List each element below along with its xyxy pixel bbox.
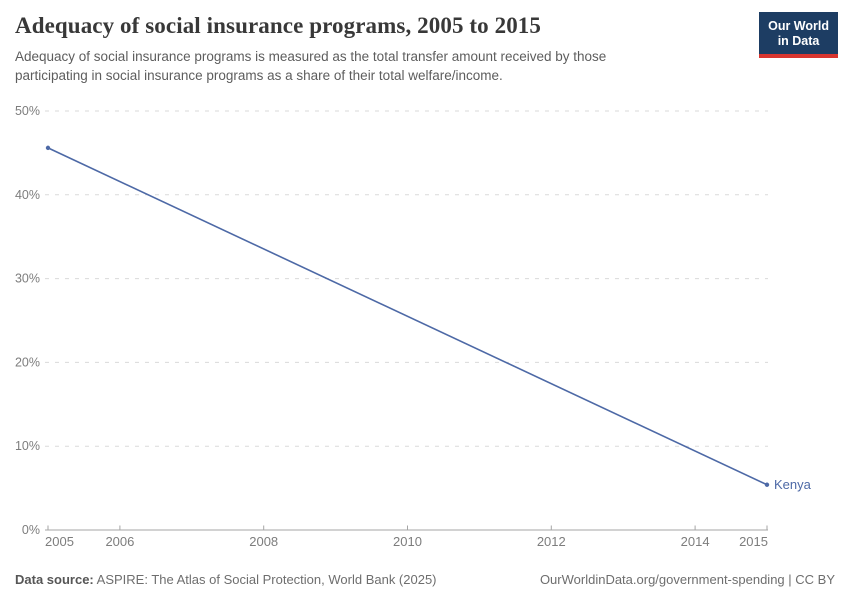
data-source: Data source: ASPIRE: The Atlas of Social… [15, 572, 437, 587]
kenya-point-2005[interactable] [45, 145, 51, 151]
chart-title: Adequacy of social insurance programs, 2… [15, 13, 542, 38]
owid-logo[interactable]: Our World in Data [759, 12, 838, 58]
owid-logo-line1: Our World [768, 19, 829, 33]
owid-logo-line2: in Data [777, 34, 820, 48]
kenya-line[interactable] [47, 147, 768, 486]
y-tick-label-10: 10% [15, 439, 40, 453]
data-source-text: ASPIRE: The Atlas of Social Protection, … [96, 572, 437, 587]
x-tick-label-2014: 2014 [681, 534, 710, 549]
y-tick-label-30: 30% [15, 272, 40, 286]
series-end-label-kenya[interactable]: Kenya [774, 477, 812, 492]
data-source-label: Data source: [15, 572, 94, 587]
x-tick-label-2005: 2005 [45, 534, 74, 549]
kenya-point-2015[interactable] [764, 482, 770, 487]
x-tick-label-2010: 2010 [393, 534, 422, 549]
chart-area[interactable]: 0% 10% 20% 30% 40% 50% 2005 2006 2008 2010 2012 201… [0, 90, 850, 560]
chart-footer: Data source: ASPIRE: The Atlas of Social… [15, 572, 835, 587]
y-tick-label-50: 50% [15, 104, 40, 118]
license-link[interactable]: OurWorldinData.org/government-spending |… [539, 572, 835, 587]
chart-subtitle: Adequacy of social insurance programs is… [15, 49, 607, 83]
y-tick-label-0: 0% [22, 523, 40, 537]
x-tick-label-2008: 2008 [249, 534, 278, 549]
y-tick-label-20: 20% [15, 355, 40, 369]
chart-header: Adequacy of social insurance programs, 2… [15, 12, 838, 58]
y-tick-label-40: 40% [15, 188, 40, 202]
line-chart[interactable]: 0% 10% 20% 30% 40% 50% 2005 2006 2008 2010 2012 201… [0, 90, 850, 560]
x-tick-label-2012: 2012 [537, 534, 566, 549]
x-tick-label-2015: 2015 [739, 534, 768, 549]
x-tick-label-2006: 2006 [105, 534, 134, 549]
